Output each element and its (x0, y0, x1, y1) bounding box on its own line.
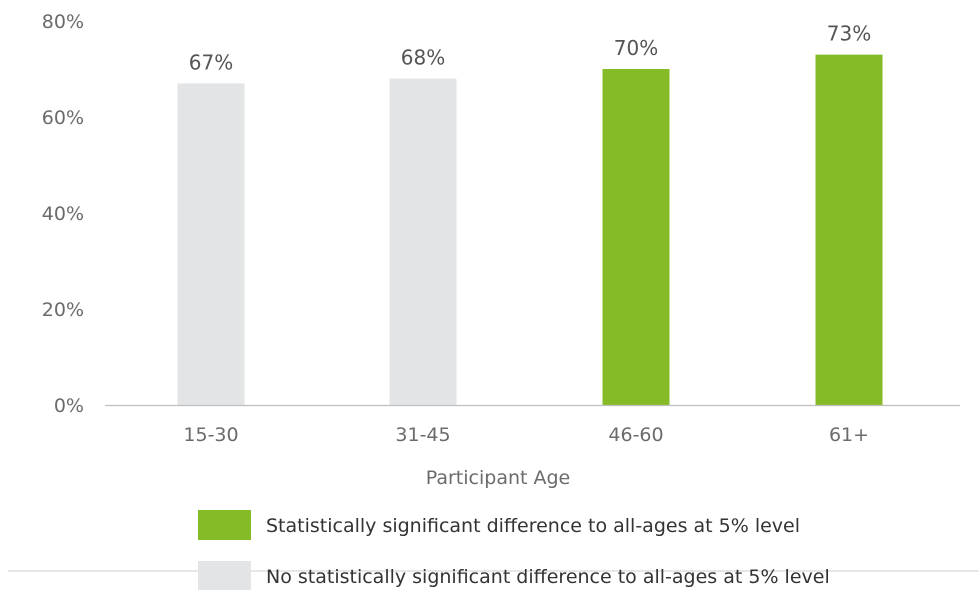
x-tick-label: 15-30 (183, 424, 238, 446)
bars (177, 54, 883, 406)
legend: Statistically significant difference to … (198, 510, 830, 590)
data-labels: 67% 68% 70% 73% (189, 22, 871, 75)
data-label: 67% (189, 50, 233, 74)
bar-46-60 (602, 69, 670, 405)
y-tick-label: 60% (42, 107, 84, 129)
data-label: 73% (827, 22, 871, 46)
bar-15-30 (177, 83, 245, 406)
legend-swatch-significant (198, 510, 251, 540)
y-axis: 0% 20% 40% 60% 80% (42, 11, 84, 417)
x-tick-label: 61+ (829, 424, 869, 446)
x-axis: 15-30 31-45 46-60 61+ (105, 404, 960, 446)
y-tick-label: 80% (42, 11, 84, 33)
legend-swatch-not_significant (198, 561, 251, 590)
bar-61+ (815, 54, 883, 405)
y-tick-label: 0% (54, 395, 84, 417)
data-label: 68% (401, 46, 445, 70)
data-label: 70% (614, 36, 658, 60)
y-tick-label: 40% (42, 203, 84, 225)
bar-31-45 (389, 78, 457, 405)
x-tick-label: 46-60 (608, 424, 663, 446)
y-tick-label: 20% (42, 299, 84, 321)
x-axis-title: Participant Age (426, 467, 571, 489)
legend-label-significant: Statistically significant difference to … (266, 515, 800, 537)
x-tick-label: 31-45 (395, 424, 450, 446)
legend-label-not_significant: No statistically significant difference … (266, 566, 830, 588)
